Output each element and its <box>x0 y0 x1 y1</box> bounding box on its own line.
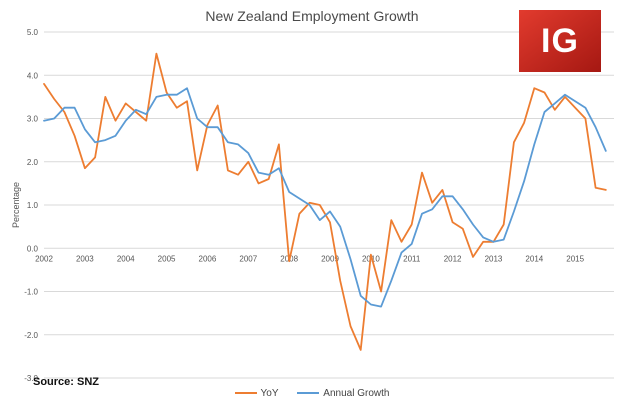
y-tick-label: 3.0 <box>27 115 39 124</box>
x-tick-label: 2004 <box>117 254 135 263</box>
legend: YoY Annual Growth <box>0 388 624 399</box>
x-tick-label: 2003 <box>76 254 94 263</box>
series-line-yoy <box>43 52 607 351</box>
x-tick-label: 2002 <box>35 254 53 263</box>
legend-swatch-annual-growth <box>297 392 320 395</box>
legend-swatch-yoy <box>234 392 257 395</box>
gridlines <box>44 31 614 379</box>
x-tick-label: 2005 <box>158 254 176 263</box>
x-tick-label: 2006 <box>199 254 217 263</box>
y-tick-label: -2.0 <box>24 331 38 340</box>
logo-text: IG <box>541 22 579 60</box>
y-tick-label: 2.0 <box>27 158 39 167</box>
chart-title: New Zealand Employment Growth <box>205 8 419 24</box>
x-tick-label: 2013 <box>485 254 503 263</box>
y-tick-label: 4.0 <box>27 71 39 80</box>
y-tick-label: 5.0 <box>27 28 39 37</box>
series-lines <box>43 52 607 351</box>
y-axis-ticks: 5.0 4.0 3.0 2.0 1.0 0.0 -1.0 -2.0 -3.0 <box>24 28 38 383</box>
y-tick-label: -3.0 <box>24 374 38 383</box>
x-tick-label: 2014 <box>525 254 543 263</box>
x-tick-label: 2015 <box>566 254 584 263</box>
logo-background <box>519 10 601 72</box>
x-tick-label: 2012 <box>444 254 462 263</box>
x-tick-label: 2011 <box>403 254 421 263</box>
y-tick-label: 0.0 <box>27 244 39 253</box>
y-axis-label: Percentage <box>11 182 21 228</box>
series-line-annual-growth <box>43 87 607 308</box>
x-tick-label: 2007 <box>239 254 257 263</box>
y-tick-label: 1.0 <box>27 201 39 210</box>
x-tick-label: 2009 <box>321 254 339 263</box>
x-axis-ticks: 2002 2003 2004 2005 2006 2007 2008 2009 2010 2011… <box>35 254 585 263</box>
legend-item-annual-growth: Annual Growth <box>297 388 389 399</box>
legend-item-yoy: YoY <box>234 388 279 399</box>
legend-label-yoy: YoY <box>260 388 279 399</box>
y-tick-label: -1.0 <box>24 288 38 297</box>
ig-logo: IG <box>519 10 601 72</box>
legend-label-annual-growth: Annual Growth <box>323 388 390 399</box>
source-label: Source: SNZ <box>33 376 100 388</box>
